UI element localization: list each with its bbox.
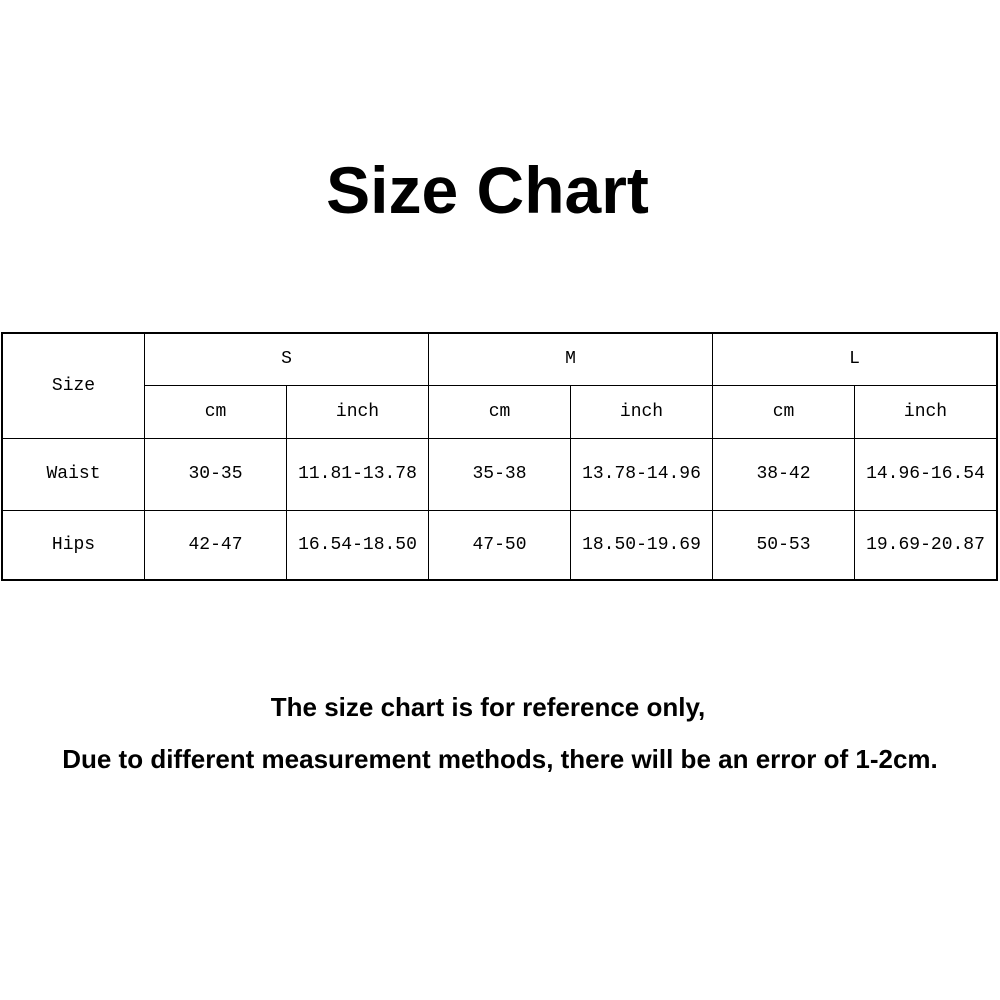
unit-header: inch xyxy=(286,384,429,439)
unit-header: inch xyxy=(854,384,998,439)
size-header-row: Size S M L xyxy=(1,332,998,439)
reference-note: The size chart is for reference only, xyxy=(270,692,706,722)
error-note: Due to different measurement methods, th… xyxy=(62,744,938,774)
row-label: Hips xyxy=(1,509,145,581)
table-cell: 47-50 xyxy=(428,509,571,581)
table-cell: 19.69-20.87 xyxy=(854,509,998,581)
size-header-s: S xyxy=(144,332,429,386)
size-table: Size S M L cm inch cm inch cm inch Waist… xyxy=(1,332,998,581)
table-cell: 30-35 xyxy=(144,437,287,511)
unit-header-row: cm inch cm inch cm inch xyxy=(2,384,998,439)
table-cell: 50-53 xyxy=(712,509,855,581)
unit-header: inch xyxy=(570,384,713,439)
row-label: Waist xyxy=(1,437,145,511)
unit-header: cm xyxy=(428,384,571,439)
page-title: Size Chart xyxy=(326,153,649,227)
table-cell: 38-42 xyxy=(712,437,855,511)
table-cell: 13.78-14.96 xyxy=(570,437,713,511)
size-header-l: L xyxy=(712,332,998,386)
unit-header: cm xyxy=(144,384,287,439)
table-cell: 14.96-16.54 xyxy=(854,437,998,511)
table-row: Hips 42-47 16.54-18.50 47-50 18.50-19.69… xyxy=(1,509,998,581)
size-header-m: M xyxy=(428,332,713,386)
table-cell: 16.54-18.50 xyxy=(286,509,429,581)
table-cell: 18.50-19.69 xyxy=(570,509,713,581)
table-row: Waist 30-35 11.81-13.78 35-38 13.78-14.9… xyxy=(1,437,998,511)
corner-header: Size xyxy=(1,332,145,439)
table-cell: 35-38 xyxy=(428,437,571,511)
table-cell: 11.81-13.78 xyxy=(286,437,429,511)
unit-header: cm xyxy=(712,384,855,439)
table-cell: 42-47 xyxy=(144,509,287,581)
